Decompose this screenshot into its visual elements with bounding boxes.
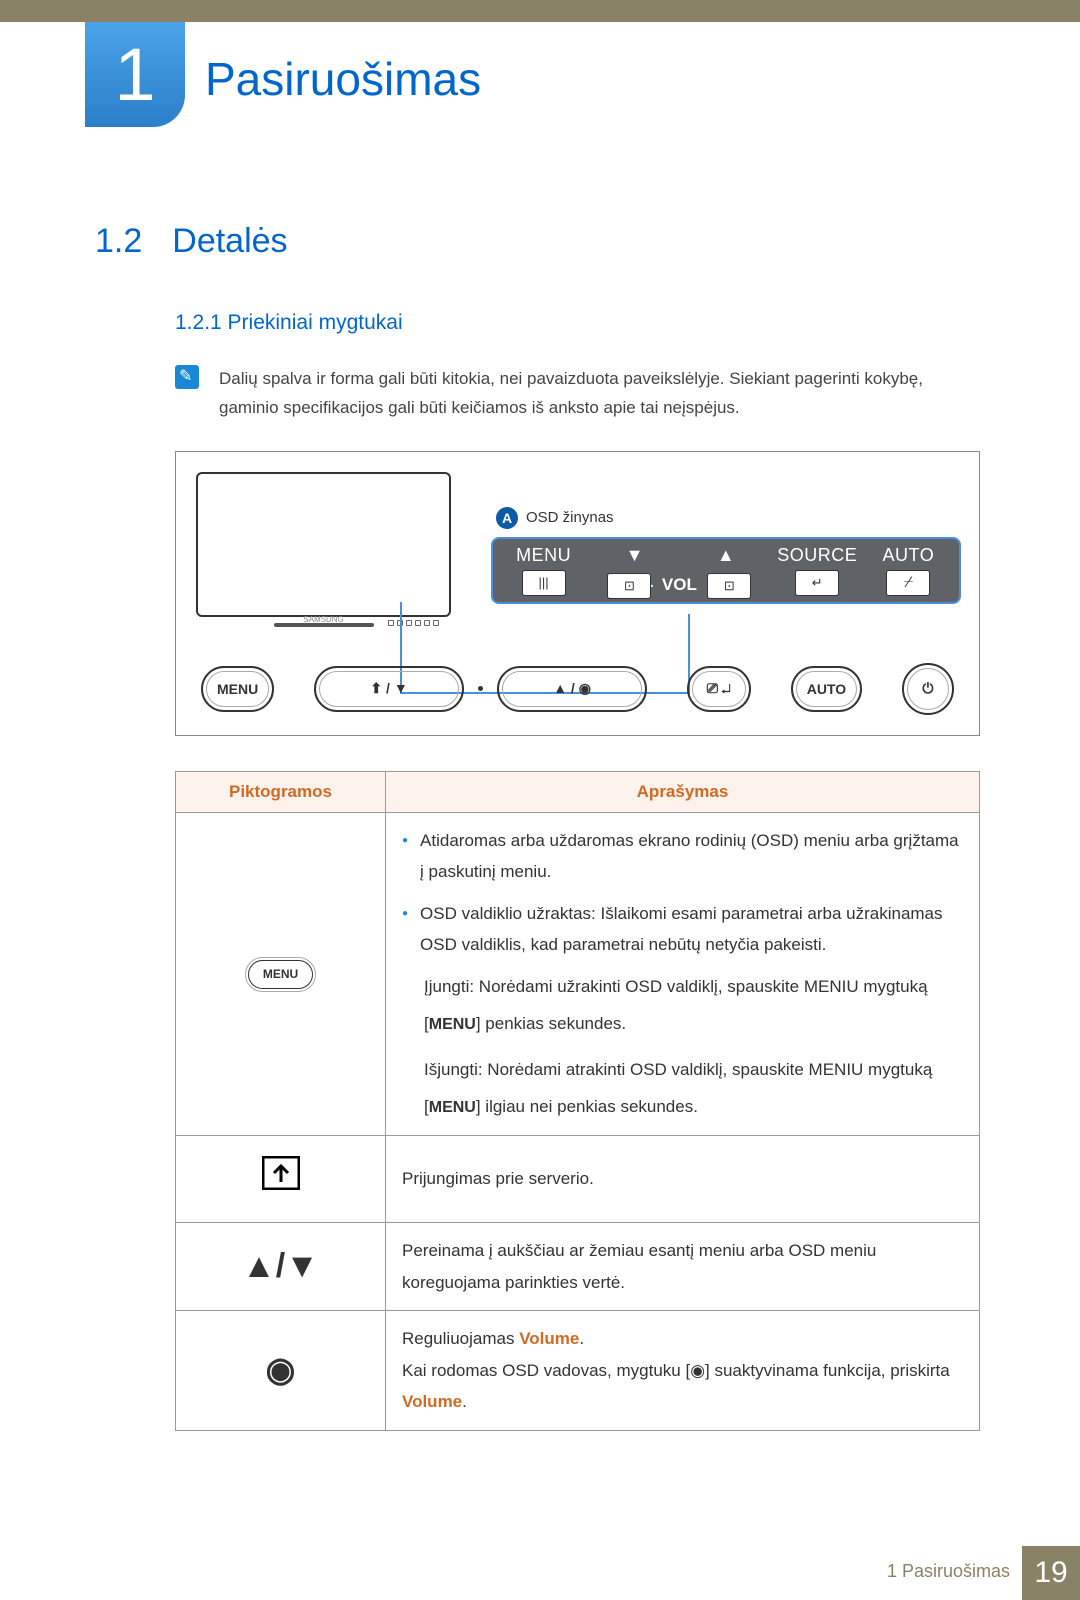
osd-guide-label: A OSD žinynas (496, 507, 614, 529)
osd-vol-inc-icon: ⊡ (707, 573, 751, 599)
monitor-brand-label: SAMSUNG (303, 615, 343, 624)
monitor-illustration: SAMSUNG (196, 472, 451, 632)
vol-p2-prefix: Kai rodomas OSD vadovas, mygtuku [ (402, 1361, 690, 1380)
dot-separator (478, 686, 483, 691)
middle-button-group: ⬆ / ▼ ▲ / ◉ (314, 666, 647, 712)
source-button: ⎚ ↵ (687, 666, 751, 712)
note-block: Dalių spalva ir forma gali būti kitokia,… (175, 365, 985, 423)
front-buttons-diagram: SAMSUNG A OSD žinynas MENU ▼ ▲ SOURCE AU… (175, 451, 980, 736)
table-row: ◉ Reguliuojamas Volume. Kai rodomas OSD … (176, 1311, 980, 1430)
footer-chapter-num: 1 (887, 1561, 902, 1581)
physical-buttons-row: MENU ⬆ / ▼ ▲ / ◉ ⎚ ↵ AUTO ⏻ (201, 663, 954, 715)
osd-label-down: ▼ (594, 545, 675, 566)
desc-cell-connect: Prijungimas prie serverio. (386, 1135, 980, 1223)
menu-inline-label: MENU (429, 1016, 476, 1033)
content-area: 1.2 Detalės 1.2.1 Priekiniai mygtukai Da… (0, 222, 1080, 1431)
osd-label-source: SOURCE (777, 545, 858, 566)
table-header-icons: Piktogramos (176, 771, 386, 812)
icon-cell-volume: ◉ (176, 1311, 386, 1430)
page-footer: 1 Pasiruošimas 19 (0, 1546, 1080, 1600)
on-prefix: Įjungti: Norėdami užrakinti OSD valdiklį… (424, 977, 928, 996)
vol-p1-prefix: Reguliuojamas (402, 1329, 519, 1348)
table-header-desc: Aprašymas (386, 771, 980, 812)
bullet-icon: ● (402, 832, 408, 888)
osd-label-menu: MENU (503, 545, 584, 566)
bullet-text: Atidaromas arba uždaromas ekrano rodinių… (420, 825, 963, 888)
nav-right-button: ▲ / ◉ (497, 666, 647, 712)
section-heading: 1.2 Detalės (95, 222, 985, 261)
vol-orange: Volume (519, 1329, 579, 1348)
desc-cell-updown: Pereinama į aukščiau ar žemiau esantį me… (386, 1223, 980, 1311)
monitor-button-row (388, 620, 439, 626)
table-row: Prijungimas prie serverio. (176, 1135, 980, 1223)
desc-cell-volume: Reguliuojamas Volume. Kai rodomas OSD va… (386, 1311, 980, 1430)
vol-p1-suffix: . (579, 1329, 584, 1348)
desc-cell-menu: ●Atidaromas arba uždaromas ekrano rodini… (386, 812, 980, 1135)
icon-cell-menu: MENU (176, 812, 386, 1135)
icon-cell-updown: ▲/▼ (176, 1223, 386, 1311)
auto-button: AUTO (791, 666, 862, 712)
footer-text: 1 Pasiruošimas (887, 1561, 1010, 1582)
bullet-text: OSD valdiklio užraktas: Išlaikomi esami … (420, 898, 963, 961)
volume-icon: ◉ (266, 1351, 296, 1389)
button-description-table: Piktogramos Aprašymas MENU ●Atidaromas a… (175, 771, 980, 1431)
connect-icon (262, 1160, 300, 1198)
page-number: 19 (1022, 1546, 1080, 1600)
note-text: Dalių spalva ir forma gali būti kitokia,… (219, 365, 985, 423)
menu-inline-label: MENU (429, 1099, 476, 1116)
table-row: ▲/▼ Pereinama į aukščiau ar žemiau esant… (176, 1223, 980, 1311)
chapter-number-tab: 1 (85, 22, 185, 127)
osd-label-up: ▲ (685, 545, 766, 566)
bullet-icon: ● (402, 905, 408, 961)
note-icon (175, 365, 199, 389)
footer-chapter-title: Pasiruošimas (902, 1561, 1010, 1581)
icon-cell-connect (176, 1135, 386, 1223)
power-button: ⏻ (902, 663, 954, 715)
section-title: Detalės (172, 222, 287, 261)
osd-vol-dec-icon: ⊡ (607, 573, 651, 599)
chapter-title: Pasiruošimas (205, 52, 481, 106)
vol-p2-suffix: . (462, 1392, 467, 1411)
updown-icon: ▲/▼ (242, 1247, 319, 1285)
on-suffix: penkias sekundes. (481, 1014, 627, 1033)
osd-panel: MENU ▼ ▲ SOURCE AUTO ||| VOL VOL ↵ ⌿ ⊡ V… (491, 537, 961, 604)
menu-button: MENU (201, 666, 274, 712)
osd-vol-label: VOL (662, 575, 697, 594)
off-suffix: ilgiau nei penkias sekundes. (481, 1097, 698, 1116)
vol-p2-mid: ] suaktyvinama funkcija, priskirta (705, 1361, 950, 1380)
vol-p2-glyph: ◉ (690, 1361, 705, 1380)
top-bar (0, 0, 1080, 22)
off-prefix: Išjungti: Norėdami atrakinti OSD valdikl… (424, 1060, 932, 1079)
nav-left-button: ⬆ / ▼ (314, 666, 464, 712)
osd-top-row: MENU ▼ ▲ SOURCE AUTO (503, 545, 949, 566)
osd-label-auto: AUTO (868, 545, 949, 566)
osd-guide-text: OSD žinynas (526, 509, 614, 526)
osd-a-badge: A (496, 507, 518, 529)
monitor-screen: SAMSUNG (196, 472, 451, 617)
table-row: MENU ●Atidaromas arba uždaromas ekrano r… (176, 812, 980, 1135)
section-number: 1.2 (95, 222, 142, 261)
chapter-header: 1 Pasiruošimas (0, 22, 1080, 127)
subsection-heading: 1.2.1 Priekiniai mygtukai (175, 311, 985, 335)
vol-orange: Volume (402, 1392, 462, 1411)
